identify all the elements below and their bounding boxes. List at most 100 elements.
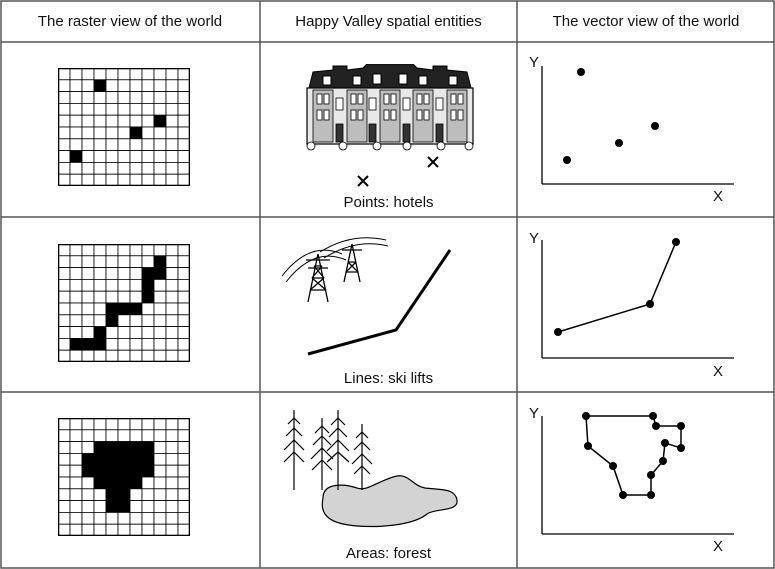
raster-cell	[69, 244, 83, 257]
raster-cell	[93, 314, 107, 328]
raster-cell	[165, 162, 179, 175]
raster-cell-filled	[153, 267, 167, 280]
hotel-building-icon	[306, 64, 474, 151]
raster-cell-filled	[93, 326, 107, 339]
raster-cell	[153, 91, 167, 104]
raster-cell	[129, 162, 143, 175]
raster-cell	[177, 79, 190, 93]
raster-cell	[81, 68, 95, 81]
raster-cell	[177, 512, 190, 525]
row-label-points: Points: hotels	[343, 194, 434, 211]
raster-cell	[177, 267, 190, 280]
raster-cell	[93, 349, 107, 362]
vector-vertex	[672, 238, 680, 246]
raster-cell	[129, 349, 143, 362]
raster-cell	[69, 314, 83, 328]
raster-cell	[141, 138, 155, 152]
raster-cell	[165, 302, 179, 316]
raster-cell	[117, 173, 131, 186]
raster-cell	[177, 150, 190, 163]
raster-cell	[117, 244, 131, 257]
raster-cell-filled	[105, 488, 119, 502]
raster-cell	[129, 68, 143, 81]
forest-blob-icon	[321, 475, 458, 528]
raster-cell	[81, 523, 95, 536]
raster-cell	[81, 441, 95, 454]
y-axis-label: Y	[529, 405, 540, 422]
raster-cell-filled	[141, 453, 155, 466]
raster-cell	[69, 488, 83, 502]
raster-cell	[93, 173, 107, 186]
raster-cell	[153, 523, 167, 536]
raster-cell	[165, 500, 179, 513]
raster-cell	[141, 114, 155, 128]
raster-cell	[129, 500, 143, 513]
raster-cell	[165, 279, 179, 292]
raster-cell	[58, 488, 71, 502]
raster-border	[58, 244, 190, 362]
raster-cell	[129, 173, 143, 186]
header-vector: The vector view of the world	[552, 12, 740, 30]
vector-polygon	[585, 415, 682, 496]
header-entities: Happy Valley spatial entities	[295, 12, 482, 30]
raster-cell	[81, 244, 95, 257]
raster-cell	[58, 523, 71, 536]
raster-cell	[141, 500, 155, 513]
raster-cell	[165, 68, 179, 81]
raster-cell	[165, 523, 179, 536]
raster-cell-filled	[117, 453, 131, 466]
raster-cell	[141, 150, 155, 163]
raster-cell	[129, 279, 143, 292]
raster-cell	[141, 255, 155, 269]
raster-cell	[177, 326, 190, 339]
raster-cell	[58, 338, 71, 351]
raster-cell	[58, 418, 71, 431]
raster-cell	[93, 126, 107, 140]
raster-cell	[153, 464, 167, 478]
raster-border	[58, 418, 190, 536]
vector-point	[563, 156, 571, 164]
raster-cell	[58, 244, 71, 257]
raster-cell	[81, 279, 95, 292]
raster-cell	[105, 244, 119, 257]
raster-cell	[93, 523, 107, 536]
raster-cell	[177, 453, 190, 466]
raster-cell	[117, 523, 131, 536]
raster-cell	[141, 429, 155, 443]
raster-cell	[177, 523, 190, 536]
raster-cell	[105, 103, 119, 116]
x-axis-label: X	[713, 363, 724, 380]
raster-cell	[81, 429, 95, 443]
raster-cell	[129, 150, 143, 163]
raster-cell	[129, 512, 143, 525]
raster-cell	[153, 453, 167, 466]
raster-cell	[81, 488, 95, 502]
raster-cell-filled	[105, 314, 119, 328]
raster-cell	[165, 290, 179, 304]
raster-cell	[153, 314, 167, 328]
raster-cell	[58, 349, 71, 362]
raster-cell	[129, 314, 143, 328]
raster-cell	[153, 173, 167, 186]
raster-cell	[153, 138, 167, 152]
vector-point	[651, 122, 659, 130]
raster-cell-filled	[129, 464, 143, 478]
raster-cell	[177, 338, 190, 351]
raster-cell	[58, 103, 71, 116]
raster-cell	[93, 103, 107, 116]
raster-cell	[177, 68, 190, 81]
raster-cell-filled	[105, 441, 119, 454]
raster-cell	[129, 429, 143, 443]
raster-cell	[105, 326, 119, 339]
raster-cell	[58, 314, 71, 328]
raster-cell	[177, 126, 190, 140]
raster-cell	[177, 244, 190, 257]
raster-cell	[69, 162, 83, 175]
raster-cell	[141, 68, 155, 81]
raster-cell	[69, 91, 83, 104]
raster-cell	[129, 138, 143, 152]
raster-cell	[105, 91, 119, 104]
x-axis-label: X	[713, 538, 724, 555]
raster-cell	[58, 114, 71, 128]
